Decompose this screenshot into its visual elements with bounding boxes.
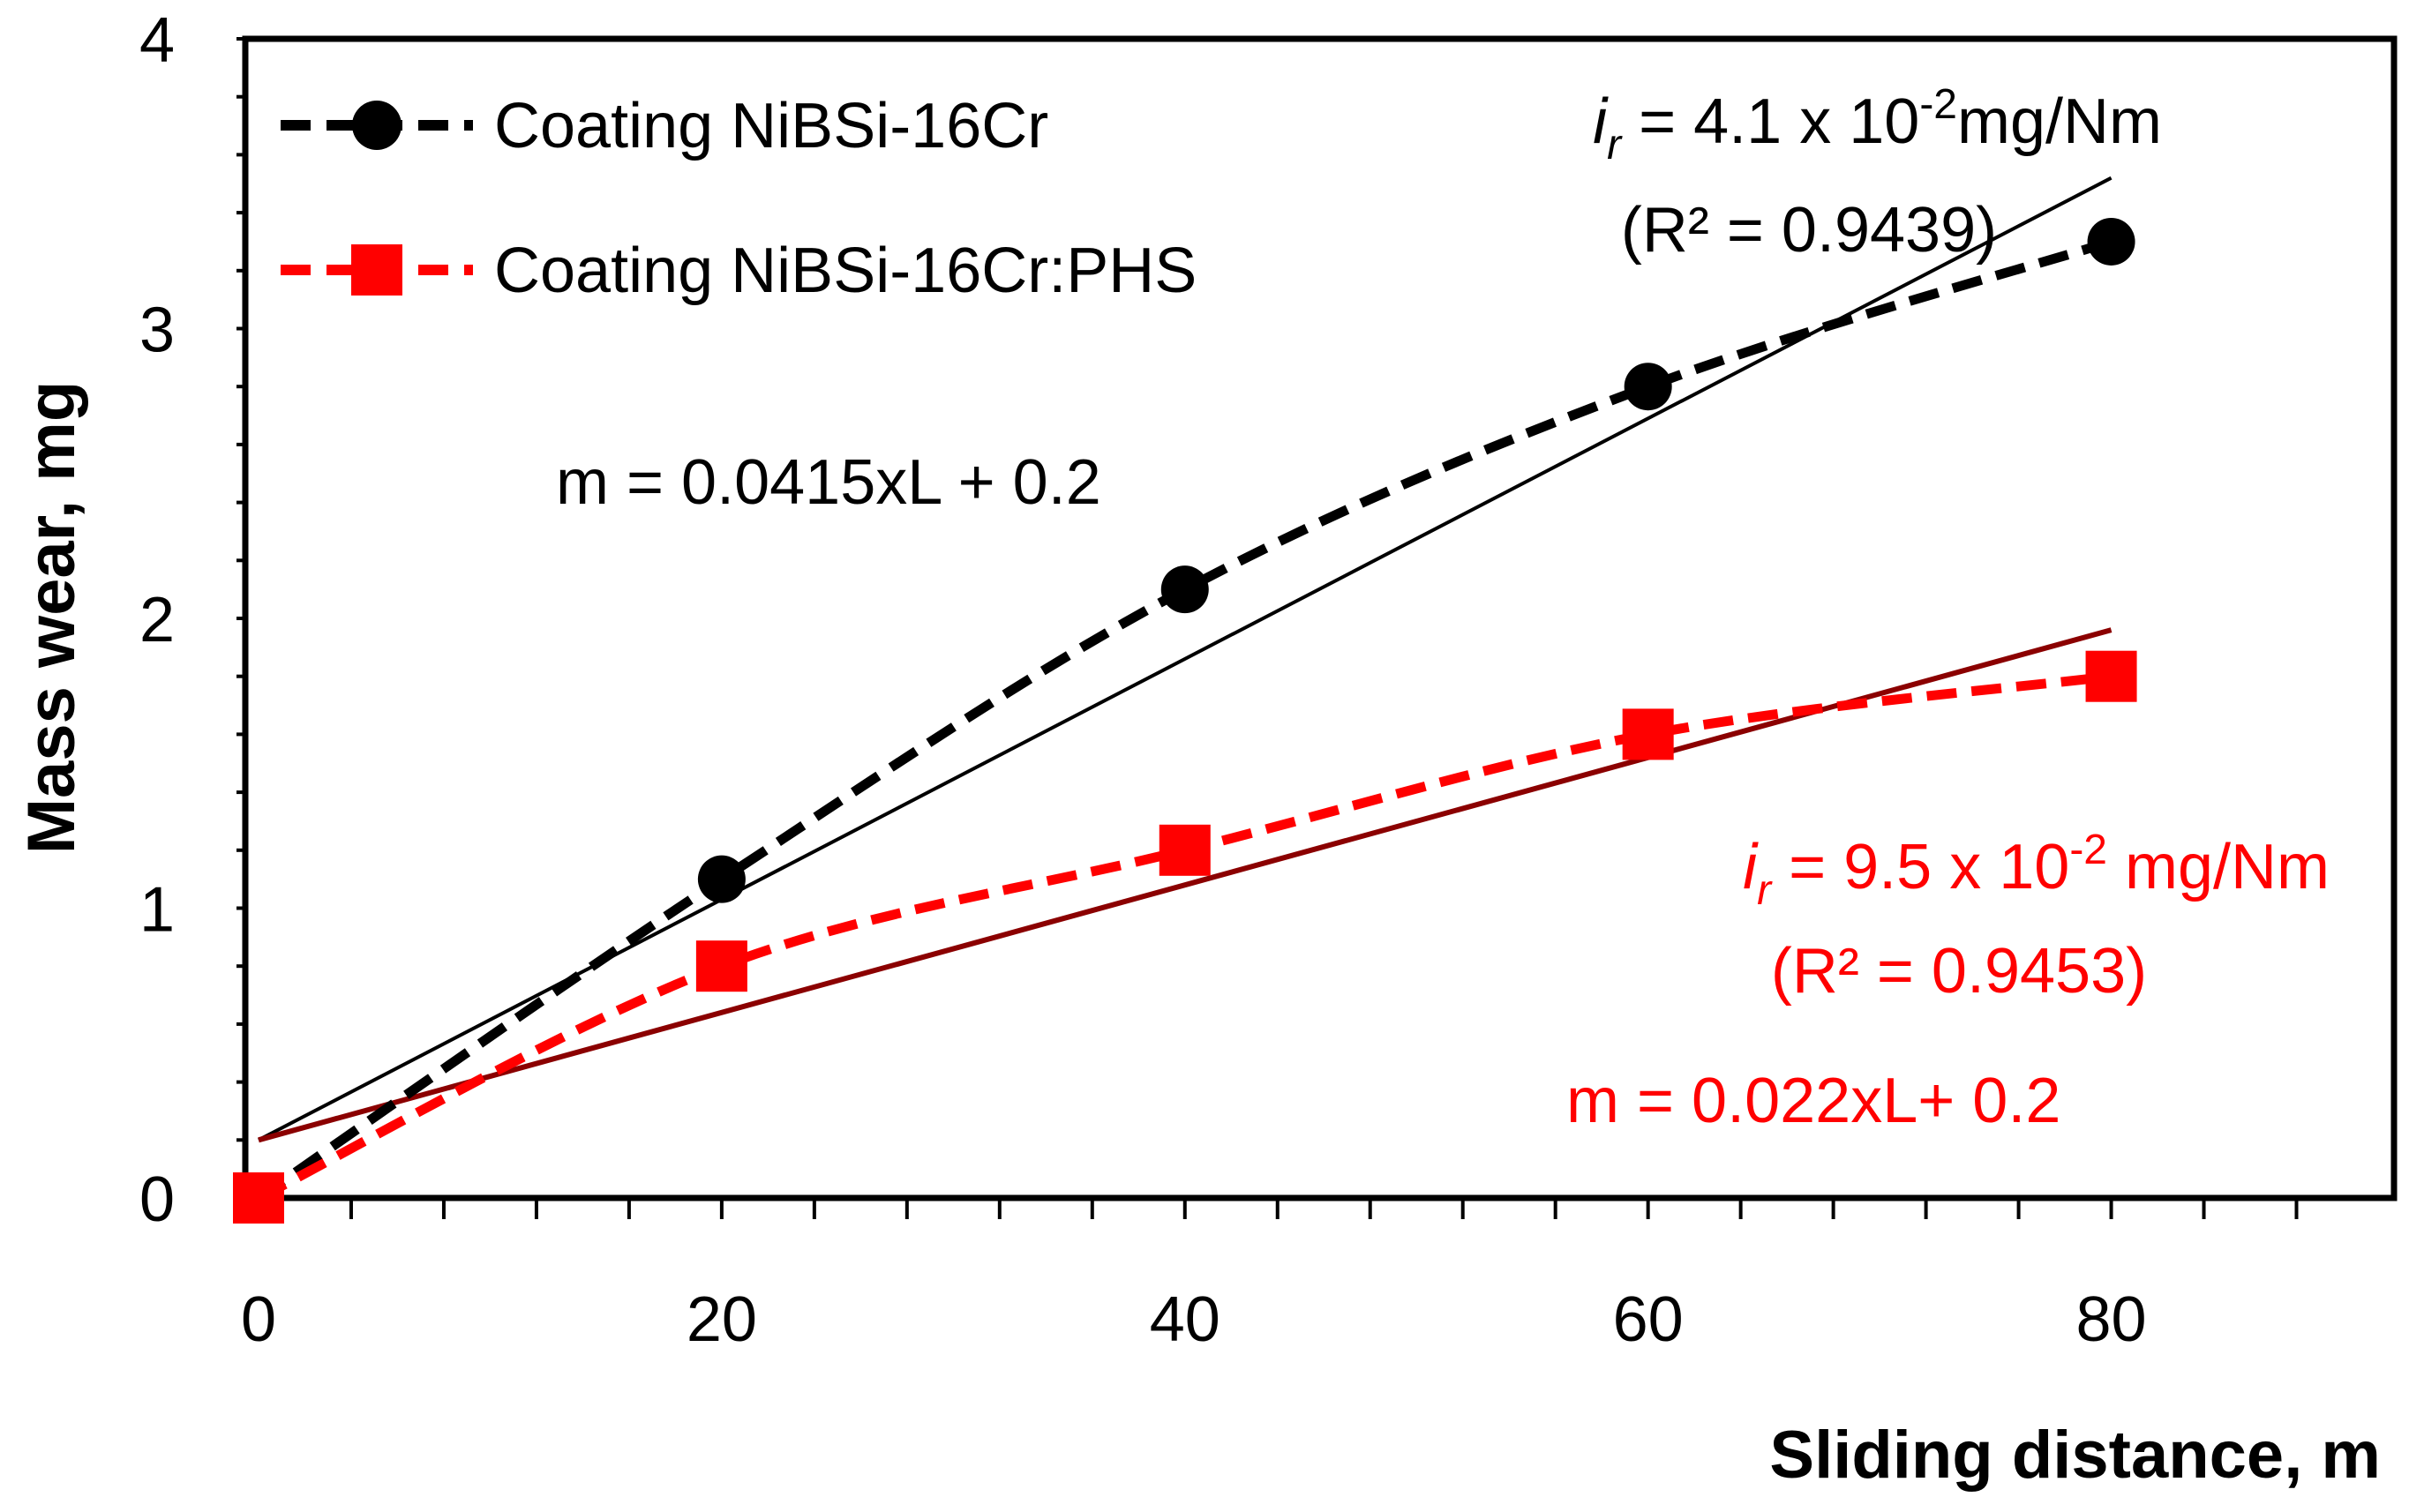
plot-area-frame bbox=[242, 35, 2398, 1201]
legend-label-red: Coating NiBSi-16Cr:PHS bbox=[494, 236, 1197, 306]
wear-rate-label-black: ir = 4.1 x 10-2mg/Nm bbox=[1593, 81, 2162, 168]
data-point-red bbox=[2085, 650, 2137, 702]
y-tick-label: 4 bbox=[139, 5, 175, 76]
y-axis: 0 1 2 3 4 bbox=[139, 5, 247, 1235]
data-point-black bbox=[697, 855, 746, 903]
x-tick-label: 0 bbox=[241, 1284, 276, 1355]
legend-marker-square bbox=[351, 244, 402, 296]
x-tick-label: 60 bbox=[1613, 1284, 1684, 1355]
annotation-black: ir = 4.1 x 10-2mg/Nm (R² = 0.9439) m = 0… bbox=[556, 81, 2162, 518]
y-tick-label: 0 bbox=[139, 1164, 175, 1235]
data-point-red bbox=[233, 1172, 284, 1224]
data-point-black bbox=[1624, 363, 1672, 411]
series bbox=[233, 217, 2137, 1224]
annotation-red: ir = 9.5 x 10-2 mg/Nm (R² = 0.9453) m = … bbox=[1566, 827, 2330, 1136]
series-line-black bbox=[255, 236, 2113, 1202]
data-point-black bbox=[2087, 217, 2135, 266]
x-tick-label: 40 bbox=[1150, 1284, 1220, 1355]
data-point-red bbox=[1622, 708, 1674, 760]
y-tick-label: 1 bbox=[139, 875, 175, 946]
data-point-black bbox=[1160, 565, 1209, 614]
y-tick-label: 2 bbox=[139, 585, 175, 655]
legend-item-black: Coating NiBSi-16Cr bbox=[281, 91, 1048, 161]
r-squared-black: (R² = 0.9439) bbox=[1621, 195, 1997, 266]
x-tick-label: 20 bbox=[687, 1284, 757, 1355]
x-axis: 0 20 40 60 80 bbox=[241, 1198, 2299, 1355]
r-squared-red: (R² = 0.9453) bbox=[1771, 936, 2147, 1007]
x-axis-title: Sliding distance, m bbox=[1769, 1418, 2381, 1493]
data-point-red bbox=[695, 940, 747, 992]
legend-item-red: Coating NiBSi-16Cr:PHS bbox=[281, 236, 1197, 306]
equation-black: m = 0.0415xL + 0.2 bbox=[556, 447, 1101, 518]
legend: Coating NiBSi-16Cr Coating NiBSi-16Cr:PH… bbox=[281, 91, 1197, 306]
y-tick-label: 3 bbox=[139, 296, 175, 366]
data-point-red bbox=[1159, 824, 1211, 876]
y-axis-title: Mass wear, mg bbox=[14, 381, 89, 855]
equation-red: m = 0.022xL+ 0.2 bbox=[1566, 1066, 2060, 1136]
wear-rate-label-red: ir = 9.5 x 10-2 mg/Nm bbox=[1743, 827, 2330, 914]
legend-label-black: Coating NiBSi-16Cr bbox=[494, 91, 1048, 161]
x-tick-label: 80 bbox=[2076, 1284, 2147, 1355]
legend-marker-circle bbox=[352, 101, 402, 150]
